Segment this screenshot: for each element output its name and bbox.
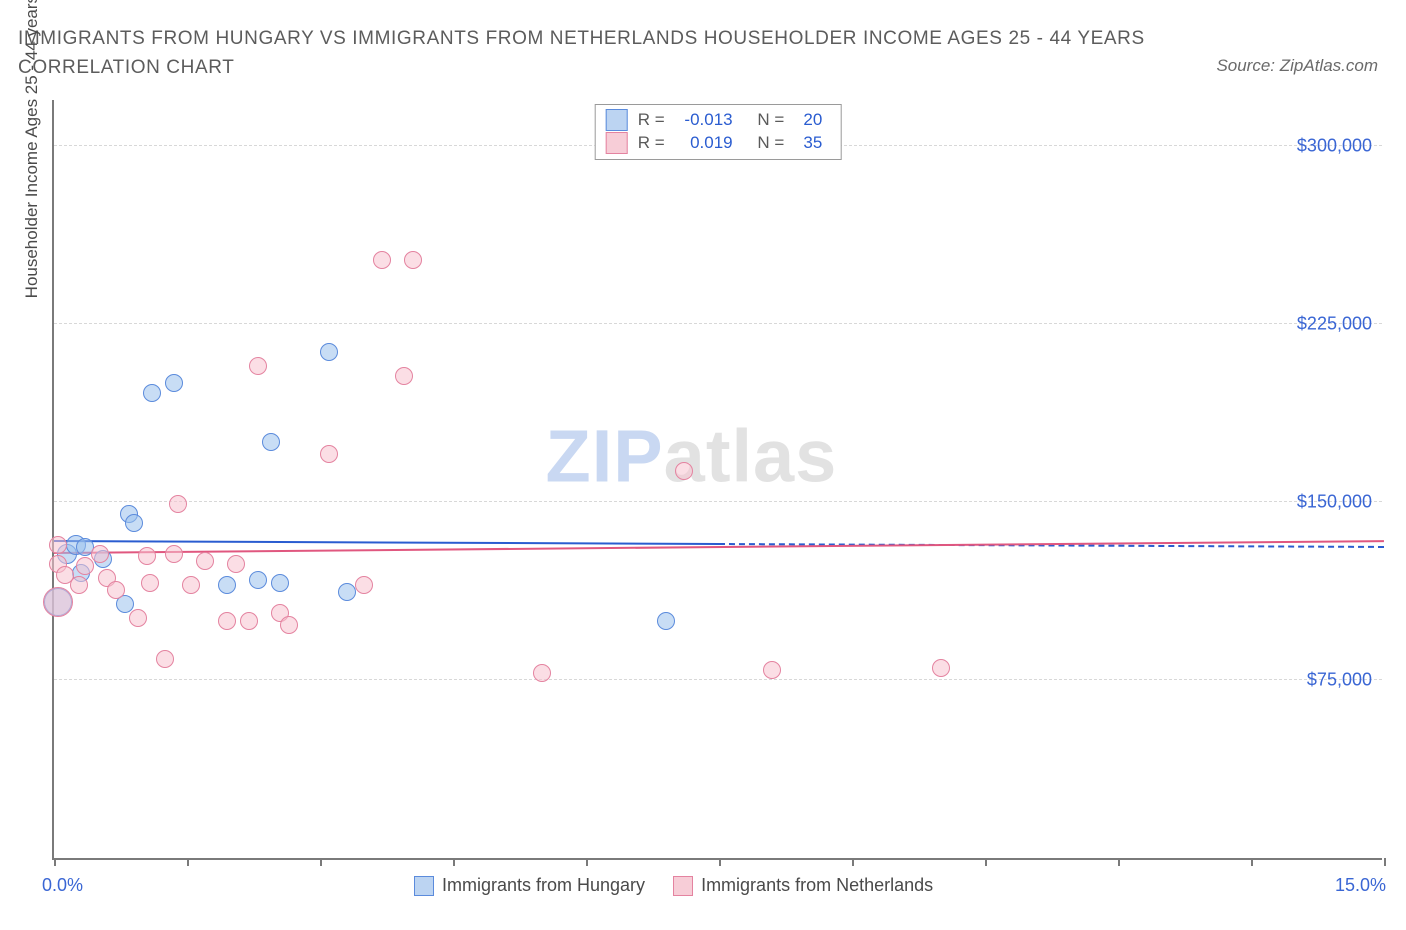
legend-label: Immigrants from Netherlands [701,875,933,896]
x-tick [1384,858,1386,866]
swatch-netherlands [606,132,628,154]
data-point-netherlands [107,581,125,599]
n-label: N = [757,109,784,132]
correlation-legend-row: R = -0.013 N = 20 [606,109,823,132]
y-tick-label: $300,000 [1297,135,1372,156]
data-point-hungary [271,574,289,592]
x-tick [187,858,189,866]
data-point-netherlands [43,587,73,617]
x-tick [320,858,322,866]
y-tick-label: $75,000 [1307,669,1372,690]
x-tick [719,858,721,866]
watermark: ZIPatlas [546,414,838,499]
data-point-netherlands [141,574,159,592]
data-point-hungary [338,583,356,601]
gridline [54,501,1382,502]
trendline-hungary [54,540,719,545]
y-tick-label: $150,000 [1297,491,1372,512]
swatch-netherlands [673,876,693,896]
legend-entry-netherlands: Immigrants from Netherlands [673,875,933,896]
x-tick [1251,858,1253,866]
x-axis-max-label: 15.0% [1335,875,1386,896]
data-point-hungary [320,343,338,361]
data-point-netherlands [138,547,156,565]
data-point-hungary [249,571,267,589]
data-point-hungary [143,384,161,402]
y-tick-label: $225,000 [1297,313,1372,334]
n-value: 20 [794,109,822,132]
data-point-netherlands [373,251,391,269]
data-point-netherlands [763,661,781,679]
data-point-netherlands [395,367,413,385]
data-point-netherlands [240,612,258,630]
data-point-hungary [218,576,236,594]
data-point-netherlands [404,251,422,269]
x-axis-min-label: 0.0% [42,875,83,896]
n-value: 35 [794,132,822,155]
data-point-netherlands [169,495,187,513]
data-point-netherlands [70,576,88,594]
data-point-netherlands [76,557,94,575]
gridline [54,679,1382,680]
x-tick [54,858,56,866]
watermark-zip: ZIP [546,415,664,498]
correlation-legend-row: R = 0.019 N = 35 [606,132,823,155]
data-point-netherlands [156,650,174,668]
series-legend: Immigrants from Hungary Immigrants from … [414,875,933,896]
data-point-netherlands [182,576,200,594]
data-point-netherlands [129,609,147,627]
r-label: R = [638,132,665,155]
data-point-netherlands [533,664,551,682]
n-label: N = [757,132,784,155]
data-point-netherlands [932,659,950,677]
data-point-hungary [262,433,280,451]
data-point-netherlands [227,555,245,573]
x-tick [985,858,987,866]
data-point-netherlands [196,552,214,570]
gridline [54,323,1382,324]
swatch-hungary [414,876,434,896]
data-point-netherlands [91,545,109,563]
watermark-atlas: atlas [664,415,838,498]
y-axis-label: Householder Income Ages 25 - 44 years [22,0,42,298]
data-point-netherlands [49,536,67,554]
x-tick [1118,858,1120,866]
chart-title: IMMIGRANTS FROM HUNGARY VS IMMIGRANTS FR… [18,24,1168,83]
correlation-legend: R = -0.013 N = 20 R = 0.019 N = 35 [595,104,842,160]
data-point-netherlands [355,576,373,594]
x-tick [586,858,588,866]
data-point-netherlands [675,462,693,480]
data-point-netherlands [249,357,267,375]
data-point-netherlands [218,612,236,630]
r-value: -0.013 [675,109,733,132]
data-point-netherlands [320,445,338,463]
source-attribution: Source: ZipAtlas.com [1216,56,1378,76]
x-tick [852,858,854,866]
data-point-netherlands [165,545,183,563]
legend-label: Immigrants from Hungary [442,875,645,896]
data-point-netherlands [280,616,298,634]
r-label: R = [638,109,665,132]
r-value: 0.019 [675,132,733,155]
swatch-hungary [606,109,628,131]
scatter-plot-area: ZIPatlas R = -0.013 N = 20 R = 0.019 N =… [52,100,1382,860]
data-point-hungary [125,514,143,532]
data-point-hungary [165,374,183,392]
x-tick [453,858,455,866]
legend-entry-hungary: Immigrants from Hungary [414,875,645,896]
data-point-hungary [657,612,675,630]
